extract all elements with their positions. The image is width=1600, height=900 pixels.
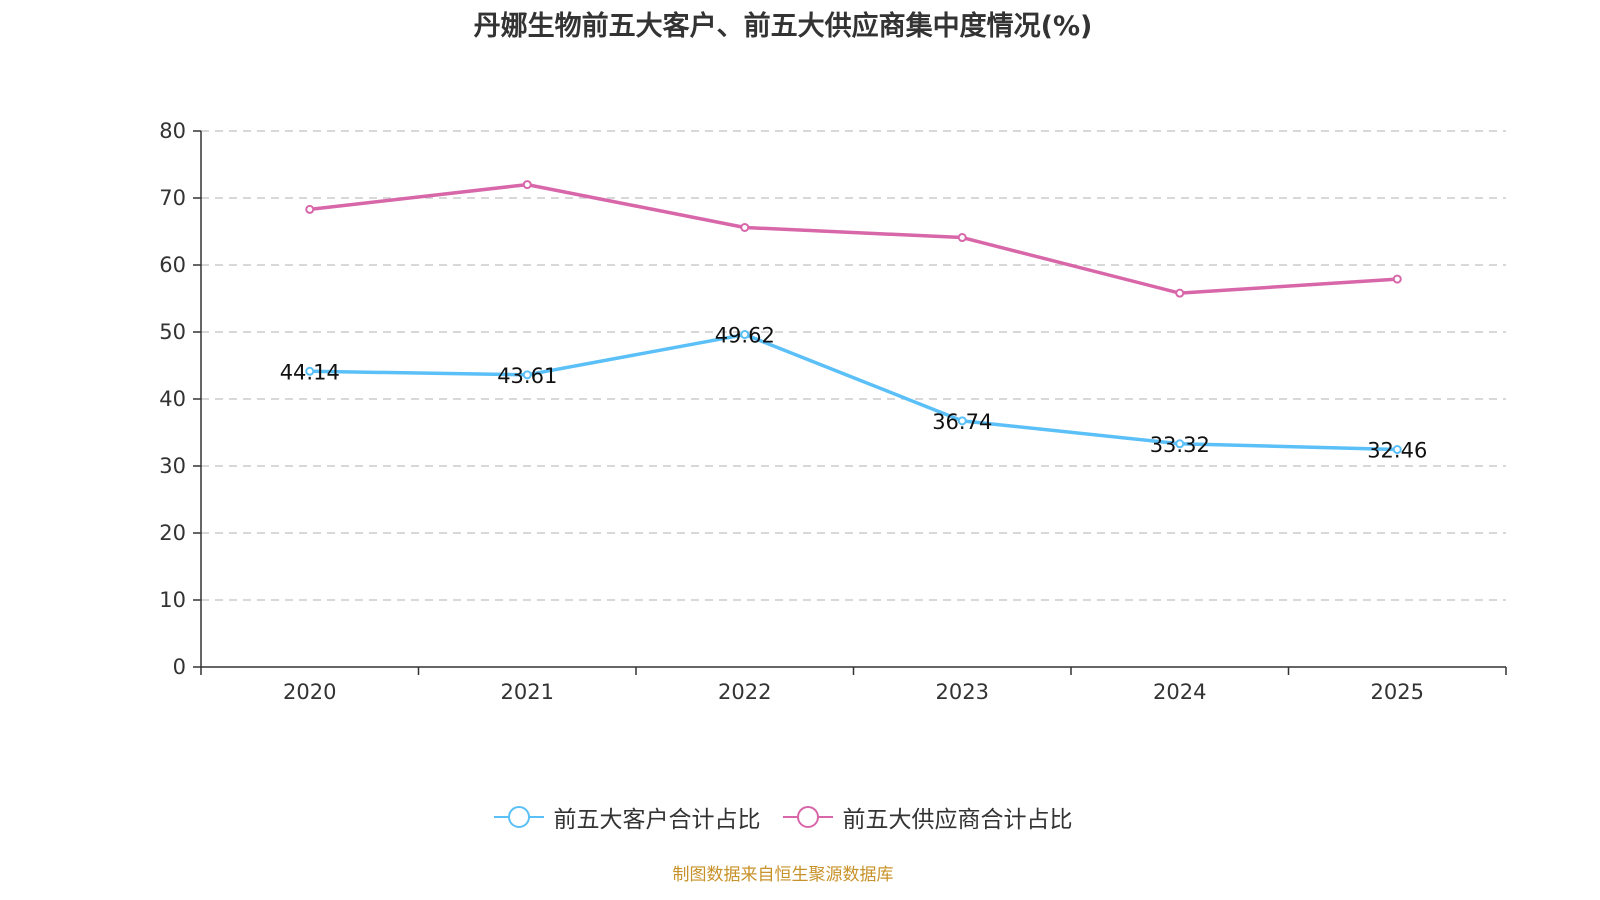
data-point (305, 366, 315, 376)
y-tick-label: 80 (159, 119, 186, 143)
x-axis: 2020 2021 2022 2023 2024 2025 (200, 666, 1507, 704)
y-tick-label: 60 (159, 253, 186, 277)
legend-marker-suppliers-icon (782, 806, 833, 828)
data-label: 43.61 (497, 364, 557, 388)
grid-lines (201, 130, 1506, 601)
data-point (740, 222, 750, 232)
x-tick-label: 2023 (936, 680, 989, 704)
x-tick-label: 2022 (718, 680, 771, 704)
x-tick-label: 2020 (283, 680, 336, 704)
data-point (1392, 274, 1402, 284)
y-tick-label: 50 (159, 320, 186, 344)
data-point (1175, 288, 1185, 298)
x-tick-label: 2024 (1153, 680, 1206, 704)
legend-label-customers: 前五大客户合计占比 (553, 807, 761, 833)
data-point (740, 330, 750, 340)
data-point (957, 416, 967, 426)
data-label: 49.62 (715, 324, 775, 348)
y-tick-label: 0 (173, 655, 186, 679)
series-line-0 (309, 332, 1398, 452)
data-point (1392, 445, 1402, 455)
legend-item-customers[interactable]: 前五大客户合计占比 (493, 800, 761, 834)
legend-item-suppliers[interactable]: 前五大供应商合计占比 (782, 800, 1073, 834)
legend-marker-customers-icon (493, 806, 544, 828)
y-axis: 0 10 20 30 40 50 60 70 80 (159, 119, 202, 679)
data-label: 32.46 (1367, 439, 1427, 463)
series-group (305, 180, 1402, 455)
series-line-1 (309, 182, 1398, 295)
data-label: 33.32 (1150, 433, 1210, 457)
data-labels: 44.14 43.61 49.62 36.74 33.32 32.46 (280, 324, 1428, 463)
source-note: 制图数据来自恒生聚源数据库 (672, 865, 894, 885)
y-tick-label: 10 (159, 588, 186, 612)
data-point (957, 233, 967, 243)
data-point (522, 180, 532, 190)
legend-label-suppliers: 前五大供应商合计占比 (842, 807, 1073, 833)
y-tick-label: 40 (159, 387, 186, 411)
legend-circle-suppliers (796, 806, 819, 828)
x-tick-label: 2021 (501, 680, 554, 704)
data-point (522, 370, 532, 380)
data-label: 36.74 (932, 410, 992, 434)
legend-circle-customers (507, 806, 530, 828)
legend: 前五大客户合计占比 前五大供应商合计占比 (0, 800, 1566, 834)
y-tick-label: 70 (159, 186, 186, 210)
data-label: 44.14 (280, 360, 340, 384)
data-point (1175, 439, 1185, 449)
data-point (305, 204, 315, 214)
x-tick-label: 2025 (1371, 680, 1424, 704)
y-tick-label: 30 (159, 454, 186, 478)
chart-title: 丹娜生物前五大客户、前五大供应商集中度情况(%) (473, 11, 1093, 42)
y-tick-label: 20 (159, 521, 186, 545)
